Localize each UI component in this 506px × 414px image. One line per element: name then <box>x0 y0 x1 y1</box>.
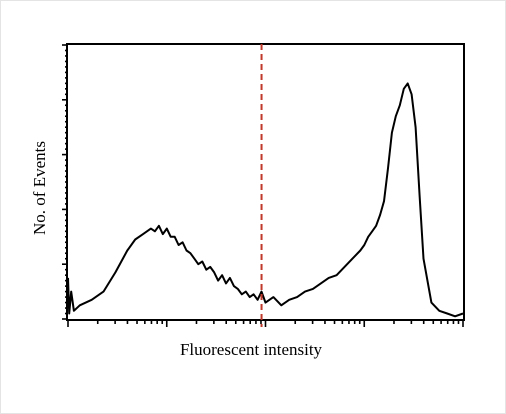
histogram-series-line <box>67 82 464 318</box>
x-axis-label: Fluorescent intensity <box>180 340 323 359</box>
plot-area-border <box>66 43 465 321</box>
y-axis-label: No. of Events <box>30 141 49 235</box>
